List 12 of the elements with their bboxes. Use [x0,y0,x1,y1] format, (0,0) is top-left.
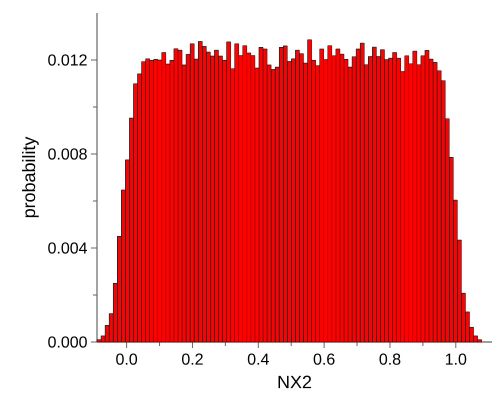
y-tick-label: 0.012 [48,54,87,66]
y-tick-label: 0.000 [48,336,87,348]
x-tick-label: 0.4 [248,354,269,365]
x-axis-title: NX2 [278,376,312,388]
x-tick-label: 0.0 [116,354,138,365]
x-tick-label: 0.6 [314,354,334,365]
x-tick-label: 1.0 [446,354,466,365]
y-axis-title: probability [22,136,39,218]
y-tick-label: 0.008 [48,148,87,160]
x-tick-label: 0.2 [182,354,203,365]
x-tick-label: 0.8 [380,354,400,365]
y-tick-label: 0.004 [48,242,87,254]
